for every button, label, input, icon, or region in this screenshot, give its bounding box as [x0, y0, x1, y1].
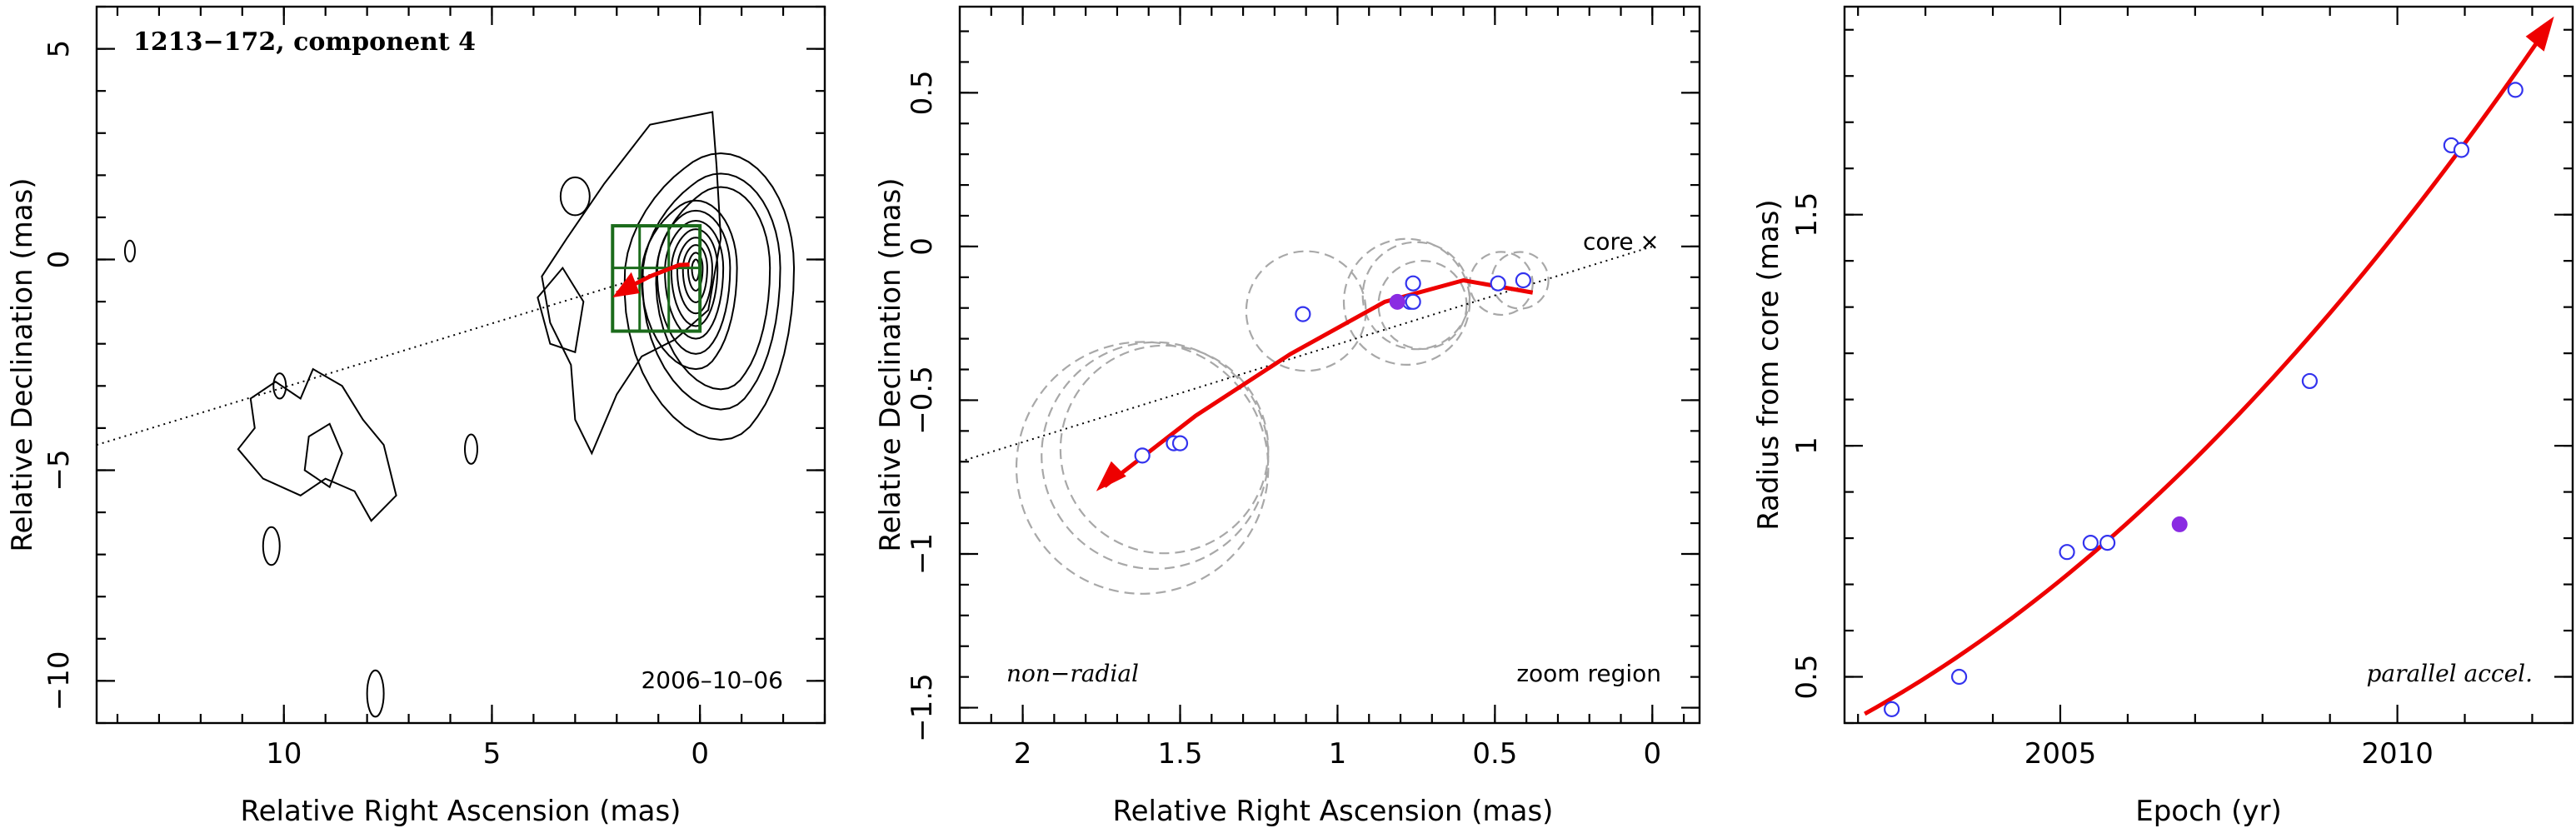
contour-blob [367, 671, 384, 717]
data-point [2100, 536, 2114, 550]
panel3-frame [1845, 7, 2573, 723]
contour-line [692, 260, 700, 281]
panel2-y-tick-label: 1.5 [1790, 192, 1824, 237]
contour-blob [561, 177, 590, 216]
data-point [2060, 545, 2074, 559]
contour-line [537, 268, 583, 352]
motion-arrowhead [1096, 461, 1126, 491]
data-point-filled [2172, 516, 2187, 531]
data-point [1516, 273, 1530, 287]
data-point [1406, 277, 1420, 291]
uncertainty-circle [1016, 342, 1268, 593]
figure: 1213−172, component 4 2006–10–06 Relativ… [0, 0, 2576, 833]
data-point [1406, 295, 1420, 309]
panel3-y-axis-label: Radius from core (mas) [1752, 199, 1785, 530]
data-point [2454, 143, 2469, 157]
panel0-y-tick-label: 0 [42, 251, 76, 269]
core-label: core [1583, 228, 1634, 256]
zoom-region-label: zoom region [1516, 660, 1661, 687]
panel-zoom-region: non−radial zoom region Relative Right As… [874, 7, 1700, 828]
fit-curve [1865, 30, 2545, 714]
fit-arrowhead [2526, 17, 2554, 52]
contour-lines [125, 112, 794, 716]
panel-radius-vs-epoch: parallel accel. Epoch (yr) Radius from c… [1752, 7, 2573, 828]
panel1-x-tick-label: 1.5 [1157, 737, 1202, 771]
data-point-filled [1390, 294, 1405, 309]
data-point [1295, 307, 1310, 322]
panel1-y-axis-label: Relative Declination (mas) [6, 177, 39, 551]
panel0-y-tick-label: 5 [42, 40, 76, 58]
data-point [2509, 82, 2523, 97]
panel2-y-tick-label: 0.5 [1790, 654, 1824, 699]
data-point [1173, 436, 1187, 451]
panel1-y-tick-label: −1.5 [906, 673, 939, 742]
parallel-accel-label: parallel accel. [2366, 660, 2533, 687]
data-point [1885, 702, 1899, 716]
uncertainty-circle [1041, 342, 1268, 569]
panel0-y-tick-label: −10 [42, 651, 76, 711]
panel1-title: 1213−172, component 4 [133, 27, 476, 57]
panel1-y-tick-label: 0 [906, 237, 939, 256]
panel1-x-tick-label: 1 [1329, 737, 1347, 771]
contour-blob [125, 241, 135, 262]
panel1-date-label: 2006–10–06 [641, 666, 783, 694]
data-point [1491, 277, 1505, 291]
panel2-x-axis-label: Relative Right Ascension (mas) [1113, 795, 1554, 828]
contour-lobe [238, 369, 397, 521]
panel0-x-tick-label: 5 [483, 737, 502, 771]
data-point [1952, 670, 1966, 684]
panel0-x-tick-label: 10 [266, 737, 302, 771]
contour-lobe-inner [305, 424, 342, 487]
panel-contour-map: 1213−172, component 4 2006–10–06 Relativ… [6, 7, 825, 828]
panel2-x-tick-label: 2010 [2361, 737, 2434, 771]
core-marker: × [1640, 228, 1659, 256]
panel3-x-axis-label: Epoch (yr) [2135, 795, 2282, 828]
panel0-y-tick-label: −5 [42, 449, 76, 491]
panel1-x-axis-label: Relative Right Ascension (mas) [241, 795, 681, 828]
panel1-frame [97, 7, 825, 723]
mean-direction-line [97, 260, 700, 446]
contour-blob [263, 527, 280, 566]
data-point [2084, 536, 2098, 550]
panel1-y-tick-label: −1 [906, 533, 939, 575]
panel2-frame [960, 7, 1700, 723]
panel2-y-tick-label: 1 [1790, 436, 1824, 455]
panel2-y-axis-label: Relative Declination (mas) [874, 177, 907, 551]
contour-blob [273, 373, 286, 398]
data-point [1136, 448, 1150, 462]
panel1-x-tick-label: 0 [1643, 737, 1661, 771]
contour-blob [465, 434, 477, 463]
panel0-x-tick-label: 0 [691, 737, 709, 771]
panel1-x-tick-label: 0.5 [1472, 737, 1517, 771]
data-point [2303, 374, 2317, 388]
non-radial-label: non−radial [1006, 660, 1139, 687]
panel1-y-tick-label: −0.5 [906, 366, 939, 435]
panel1-x-tick-label: 2 [1014, 737, 1032, 771]
panel1-y-tick-label: 0.5 [906, 70, 939, 115]
panel2-x-tick-label: 2005 [2024, 737, 2097, 771]
motion-arrowhead [612, 272, 639, 297]
